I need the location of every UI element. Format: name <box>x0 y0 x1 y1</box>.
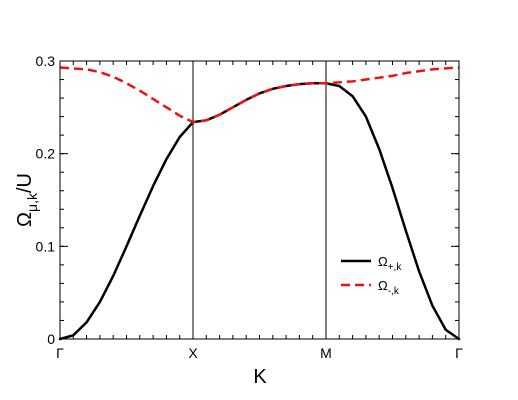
series-layer <box>58 66 461 341</box>
y-axis-title-suffix: /U <box>14 173 36 193</box>
y-tick-label: 0.3 <box>36 53 56 69</box>
plot-frame <box>59 60 460 340</box>
legend-label-minus: Ω-,k <box>378 278 400 297</box>
y-tick-label: 0 <box>47 331 55 347</box>
y-tick-label: 0.2 <box>36 146 56 162</box>
tick-labels: 0 0.1 0.2 0.3 Γ X M Γ <box>36 53 464 361</box>
y-tick-label: 0.1 <box>36 238 56 254</box>
y-axis-title-symbol: Ω <box>14 212 36 227</box>
grid-and-ticks <box>59 60 460 340</box>
series-line-plus <box>58 81 461 341</box>
legend: Ω+,k Ω-,k <box>341 254 402 297</box>
x-tick-label: M <box>320 345 332 361</box>
x-tick-label: Γ <box>56 345 64 361</box>
x-axis-title: K <box>253 366 267 388</box>
legend-label-plus: Ω+,k <box>378 254 402 273</box>
x-tick-label: Γ <box>455 345 463 361</box>
y-axis-title-subscript: μ,k <box>24 192 40 212</box>
series-line-minus <box>59 66 460 124</box>
y-axis-title: Ωμ,k/U <box>14 173 40 227</box>
x-tick-label: X <box>188 345 198 361</box>
